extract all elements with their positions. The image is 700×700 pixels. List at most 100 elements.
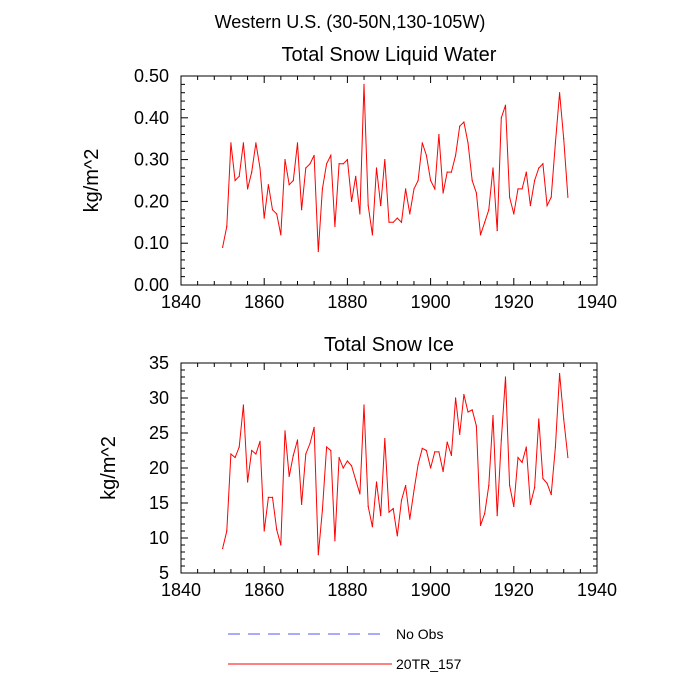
data-point [296,142,299,144]
data-point [521,461,523,463]
y-tick-label: 25 [149,423,169,443]
data-point [242,142,244,144]
data-point [525,171,527,173]
data-point [284,430,286,432]
data-point [222,547,224,550]
data-point [467,411,469,413]
data-point [550,494,552,496]
data-point [396,217,398,219]
chart-title: Total Snow Ice [324,334,454,356]
data-point [263,217,265,219]
legend-label-no-obs: No Obs [396,626,443,642]
x-tick-label: 1860 [244,292,284,312]
data-point [479,524,482,527]
data-point [305,167,307,169]
data-point [479,234,482,236]
data-point [500,117,502,119]
data-point [284,159,286,161]
y-axis-label: kg/m^2 [98,436,120,500]
y-tick-label: 5 [159,563,169,583]
data-point [463,393,465,396]
data-point [546,482,548,484]
data-point [301,503,303,505]
data-point [546,204,548,207]
data-point [405,484,407,487]
data-point [392,508,394,510]
data-point [496,230,498,232]
data-point [529,204,532,207]
data-point [475,425,477,427]
data-point [342,467,344,469]
data-point [538,167,540,169]
data-point [384,438,386,440]
data-point [367,505,369,508]
data-point [421,142,423,144]
data-point [326,446,328,448]
data-point [338,163,340,165]
y-tick-label: 30 [149,388,169,408]
data-point [292,454,294,456]
data-point [334,225,336,228]
data-point [492,414,494,417]
x-tick-label: 1940 [577,292,617,312]
data-point [388,221,390,223]
data-point [330,154,332,157]
data-point [463,121,465,123]
data-point [259,167,261,169]
y-tick-label: 15 [149,493,169,513]
data-point [276,529,278,531]
data-point [255,453,257,455]
y-tick-label: 35 [149,353,169,373]
data-point [309,163,311,165]
data-point [380,515,382,517]
data-point [500,439,502,441]
x-tick-label: 1900 [411,580,451,600]
data-point [438,451,440,453]
data-point [454,154,457,157]
data-point [234,179,236,182]
data-point [538,418,540,420]
data-point [475,192,477,194]
data-point [238,175,240,177]
data-point [280,234,282,236]
data-point [513,505,515,508]
x-tick-label: 1880 [327,292,367,312]
data-point [534,487,536,489]
data-point [334,540,336,542]
data-point [242,404,244,406]
y-tick-label: 10 [149,528,169,548]
data-point [563,418,565,420]
data-point [529,503,532,505]
data-point [246,188,249,190]
y-tick-label: 0.20 [134,191,169,211]
data-point [359,213,361,215]
chart-title: Total Snow Liquid Water [282,44,497,66]
data-point [371,526,373,528]
data-point [430,467,432,469]
data-point [484,512,486,515]
data-point [430,179,432,182]
data-point [263,530,265,532]
data-point [355,479,357,481]
y-tick-label: 0.00 [134,275,169,295]
data-point [446,171,448,173]
data-point [230,142,232,144]
data-point [276,213,278,215]
data-point [267,496,269,498]
data-point [558,372,561,375]
data-point [367,204,369,207]
data-point [504,376,507,378]
data-point [392,221,394,223]
data-point [309,442,311,445]
legend: No Obs 20TR_157 [228,626,462,672]
data-point [467,142,469,144]
series-line-20tr-157 [222,84,569,252]
data-point [434,188,436,190]
panel-2: Total Snow Ice 1840 1860 1880 1900 1920 1940 5 1… [98,334,617,600]
data-point [246,481,249,483]
data-point [434,451,436,453]
data-point [509,484,511,487]
data-point [305,453,307,455]
data-point [288,475,290,477]
